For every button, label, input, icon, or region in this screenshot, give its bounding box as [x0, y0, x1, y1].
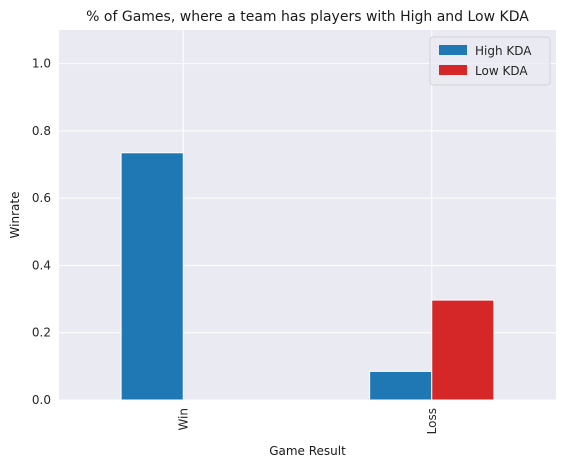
x-tick-label: Win: [176, 408, 190, 431]
legend: High KDA Low KDA: [429, 36, 551, 86]
legend-label: Low KDA: [475, 64, 528, 78]
legend-swatch: [439, 65, 467, 75]
bar-high-kda-win: [120, 152, 184, 401]
y-tick-label: 1.0: [32, 57, 51, 71]
legend-label: High KDA: [475, 44, 532, 58]
x-axis-label: Game Result: [269, 444, 346, 458]
bars: [120, 152, 495, 401]
x-tick-label: Loss: [425, 408, 439, 434]
y-tick-label: 0.6: [32, 191, 51, 205]
y-tick-labels: 0.0 0.2 0.4 0.6 0.8 1.0: [32, 57, 51, 407]
y-tick-label: 0.2: [32, 326, 51, 340]
legend-swatch: [439, 45, 467, 55]
x-tick-labels: Win Loss: [176, 408, 439, 434]
bar-low-kda-loss: [431, 299, 495, 401]
y-tick-label: 0.0: [32, 393, 51, 407]
bar-high-kda-loss: [369, 370, 433, 401]
y-tick-label: 0.8: [32, 124, 51, 138]
y-axis-label: Winrate: [8, 192, 22, 239]
chart-title: % of Games, where a team has players wit…: [86, 9, 529, 25]
y-tick-label: 0.4: [32, 258, 51, 272]
